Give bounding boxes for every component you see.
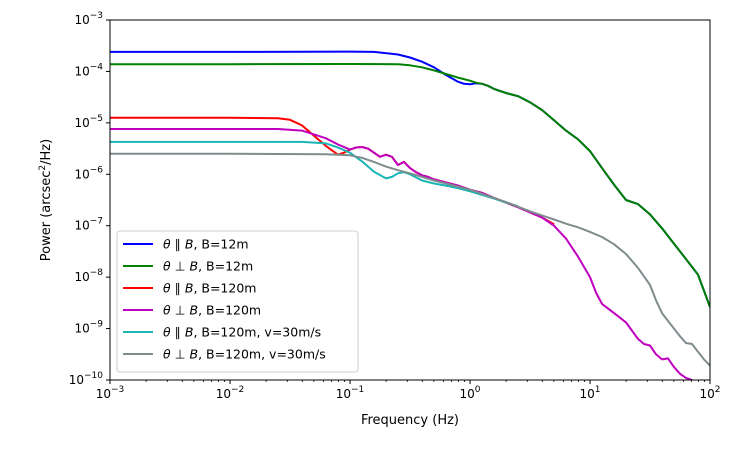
y-tick-label: 10−7 bbox=[74, 217, 103, 233]
plot-frame bbox=[109, 19, 711, 381]
legend: θ ∥ B, B=12m θ ⊥ B, B=12m θ ∥ B, B=120m θ ⊥… bbox=[116, 230, 359, 373]
y-tick-label: 10−4 bbox=[74, 62, 103, 78]
y-axis-label: Power (arcsec2/Hz) bbox=[38, 139, 54, 261]
y-axis-label-superscript: 2 bbox=[38, 165, 48, 171]
legend-label-5: θ ⊥ B, B=120m, v=30m/s bbox=[163, 347, 326, 362]
x-tick-label: 102 bbox=[699, 385, 720, 401]
legend-label-3: θ ⊥ B, B=120m bbox=[163, 303, 261, 318]
x-tick-label: 10−2 bbox=[216, 385, 245, 401]
y-axis-label-prefix: Power (arcsec bbox=[39, 171, 54, 262]
series-layer bbox=[110, 50, 710, 380]
x-tick-label: 100 bbox=[459, 385, 480, 401]
y-tick-label: 10−10 bbox=[69, 371, 104, 387]
legend-box bbox=[116, 230, 359, 373]
x-tick-label: 101 bbox=[579, 385, 600, 401]
legend-label-4: θ ∥ B, B=120m, v=30m/s bbox=[163, 325, 321, 340]
y-tick-label: 10−6 bbox=[74, 165, 103, 181]
y-axis-label-suffix: /Hz) bbox=[39, 139, 54, 165]
y-tick-label: 10−9 bbox=[74, 320, 103, 336]
x-axis-label: Frequency (Hz) bbox=[361, 413, 459, 428]
x-tick-label: 10−3 bbox=[96, 385, 125, 401]
ticks-layer: 10−3 10−2 10−1 100 101 102 10−3 10−4 10−5 10−6 10−… bbox=[69, 11, 721, 401]
y-tick-label: 10−5 bbox=[74, 114, 103, 130]
y-tick-label: 10−3 bbox=[74, 11, 103, 27]
y-tick-label: 10−8 bbox=[74, 268, 103, 284]
legend-label-0: θ ∥ B, B=12m bbox=[163, 237, 249, 252]
legend-label-2: θ ∥ B, B=120m bbox=[163, 281, 256, 296]
series-line-1 bbox=[110, 63, 710, 308]
series-line-5 bbox=[110, 152, 710, 367]
x-tick-label: 10−1 bbox=[336, 385, 365, 401]
legend-label-1: θ ⊥ B, B=12m bbox=[163, 259, 253, 274]
